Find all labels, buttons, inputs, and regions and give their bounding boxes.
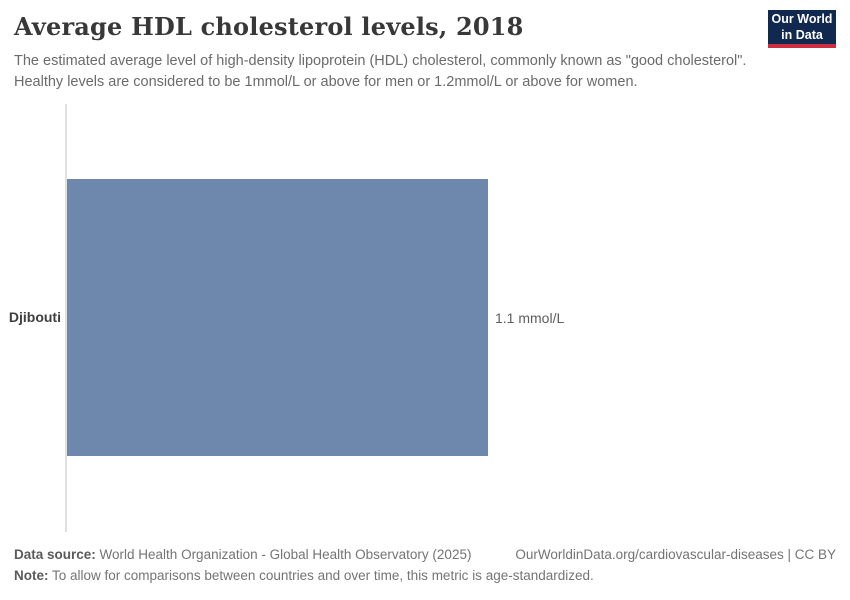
data-source-label: Data source:	[14, 547, 96, 562]
note-text: To allow for comparisons between countri…	[48, 568, 594, 583]
footer-data-source: Data source: World Health Organization -…	[14, 547, 471, 563]
page-title: Average HDL cholesterol levels, 2018	[14, 12, 524, 41]
footer-note: Note: To allow for comparisons between c…	[14, 568, 594, 584]
owid-logo[interactable]: Our World in Data	[768, 10, 836, 48]
owid-logo-line1: Our World	[771, 12, 833, 26]
entity-label-djibouti: Djibouti	[8, 309, 61, 325]
footer-citation-link[interactable]: OurWorldinData.org/cardiovascular-diseas…	[515, 547, 836, 562]
bar-value-label: 1.1 mmol/L	[495, 310, 565, 326]
bar-djibouti[interactable]	[67, 179, 488, 456]
note-label: Note:	[14, 568, 49, 583]
y-axis-line	[65, 104, 67, 532]
owid-logo-line2: in Data	[781, 28, 823, 42]
chart-subtitle: The estimated average level of high-dens…	[14, 53, 747, 90]
data-source-text: World Health Organization - Global Healt…	[95, 547, 472, 562]
